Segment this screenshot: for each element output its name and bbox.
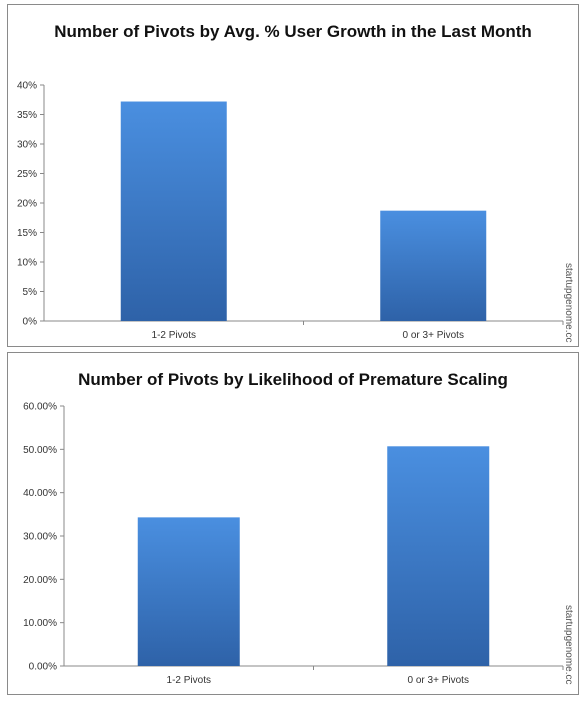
x-tick-label: 1-2 Pivots bbox=[152, 330, 196, 341]
x-tick-label: 0 or 3+ Pivots bbox=[408, 675, 469, 686]
watermark: startupgenome.cc bbox=[563, 605, 574, 685]
y-tick-label: 0% bbox=[23, 317, 38, 328]
y-tick-label: 10% bbox=[17, 258, 37, 269]
bar bbox=[137, 517, 240, 666]
y-tick-label: 30.00% bbox=[23, 532, 57, 543]
y-tick-label: 20.00% bbox=[23, 575, 57, 586]
bar-chart-user-growth: 0% 5% 10% 15% 20% 25% 30% 35% 40% 1-2 Pivots 0 or … bbox=[17, 81, 564, 341]
y-tick-label: 30% bbox=[17, 140, 37, 151]
y-tick-label: 20% bbox=[17, 199, 37, 210]
y-tick-label: 15% bbox=[17, 228, 37, 239]
y-tick-label: 10.00% bbox=[23, 618, 57, 629]
bar bbox=[387, 446, 490, 666]
chart-panel-user-growth: Number of Pivots by Avg. % User Growth i… bbox=[7, 4, 579, 347]
y-tick-label: 5% bbox=[23, 287, 38, 298]
chart-panel-premature-scaling: Number of Pivots by Likelihood of Premat… bbox=[7, 352, 579, 695]
chart-title: Number of Pivots by Likelihood of Premat… bbox=[78, 370, 508, 389]
x-tick-label: 0 or 3+ Pivots bbox=[403, 330, 464, 341]
y-tick-label: 60.00% bbox=[23, 402, 57, 413]
bar bbox=[120, 101, 227, 322]
y-tick-label: 0.00% bbox=[29, 662, 57, 673]
y-tick-label: 40.00% bbox=[23, 488, 57, 499]
x-tick-label: 1-2 Pivots bbox=[167, 675, 211, 686]
y-tick-label: 50.00% bbox=[23, 445, 57, 456]
bar-chart-premature-scaling: 0.00% 10.00% 20.00% 30.00% 40.00% 50.00% 60.00… bbox=[23, 402, 564, 686]
y-tick-label: 40% bbox=[17, 81, 37, 92]
y-tick-label: 35% bbox=[17, 110, 37, 121]
y-tick-label: 25% bbox=[17, 169, 37, 180]
bar bbox=[380, 210, 487, 321]
watermark: startupgenome.cc bbox=[563, 263, 574, 343]
chart-title: Number of Pivots by Avg. % User Growth i… bbox=[54, 22, 532, 41]
